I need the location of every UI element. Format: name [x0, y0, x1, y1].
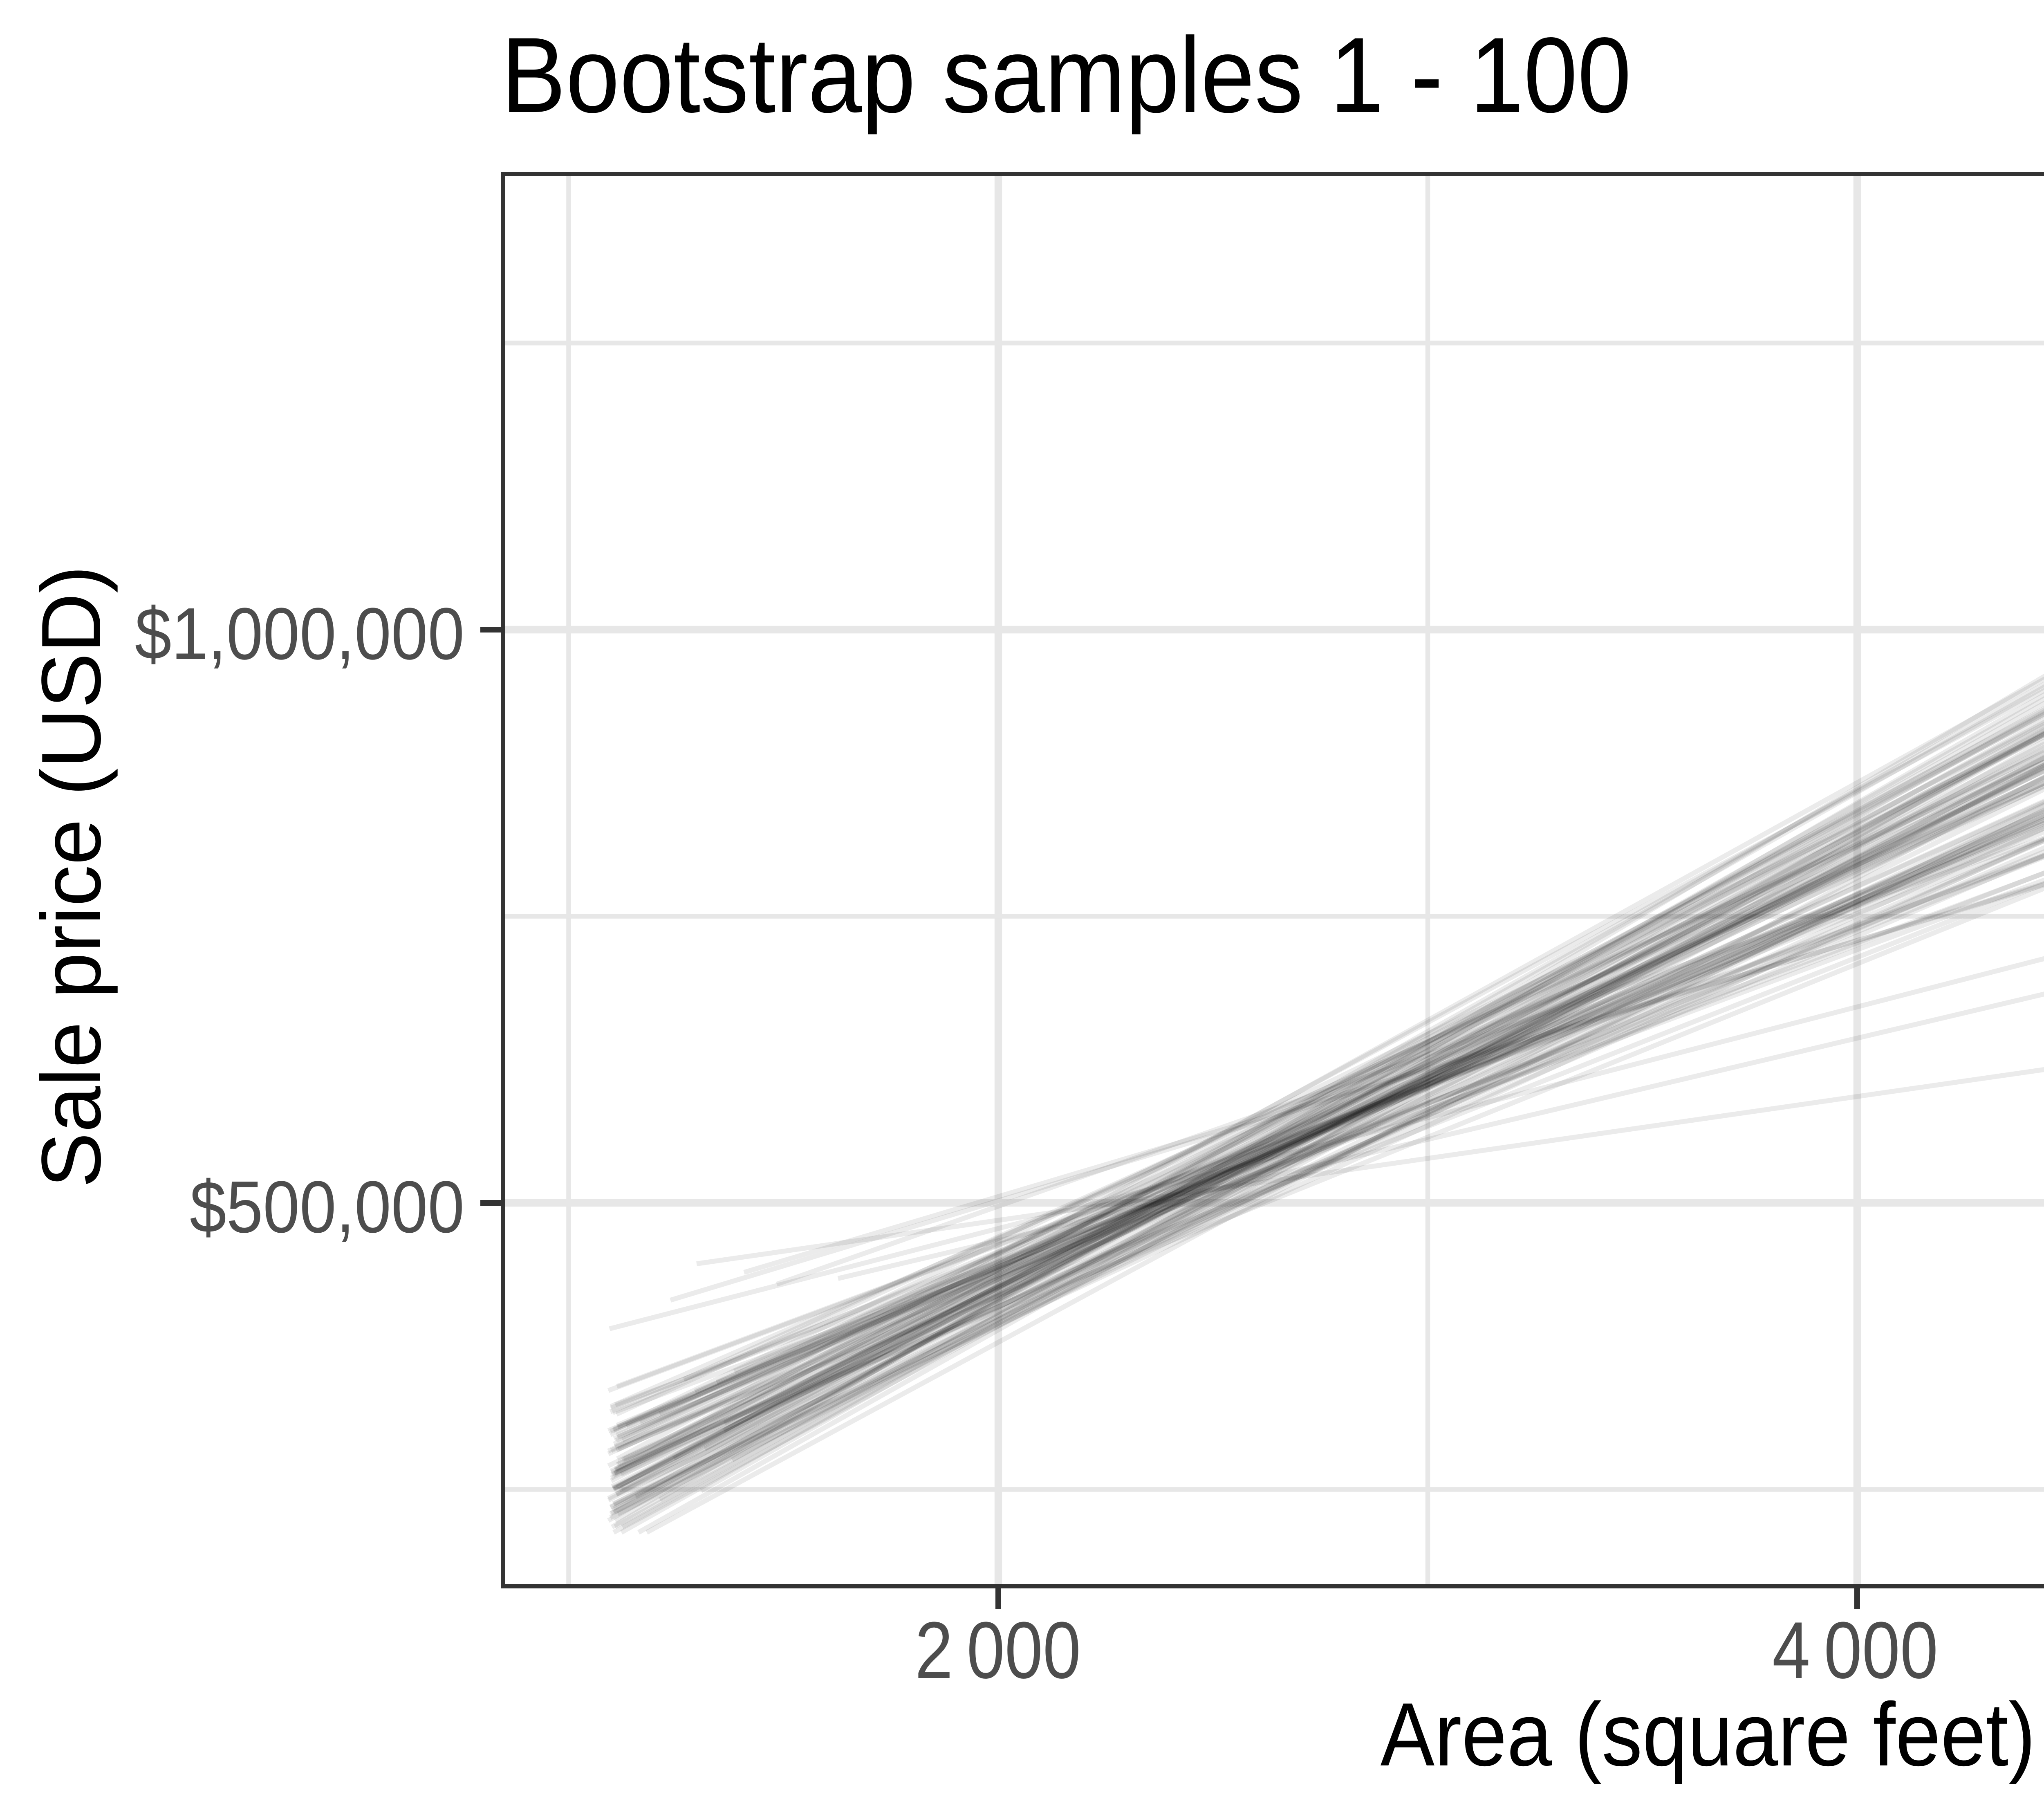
svg-text:4 000: 4 000 — [1772, 1605, 1938, 1695]
svg-text:2 000: 2 000 — [915, 1605, 1081, 1695]
svg-text:Area (square feet): Area (square feet) — [1381, 1684, 2036, 1785]
svg-text:Bootstrap samples 1 - 100: Bootstrap samples 1 - 100 — [501, 15, 1632, 135]
svg-text:$1,000,000: $1,000,000 — [135, 593, 464, 675]
svg-text:$500,000: $500,000 — [190, 1166, 464, 1248]
svg-text:Sale price (USD): Sale price (USD) — [25, 565, 119, 1188]
